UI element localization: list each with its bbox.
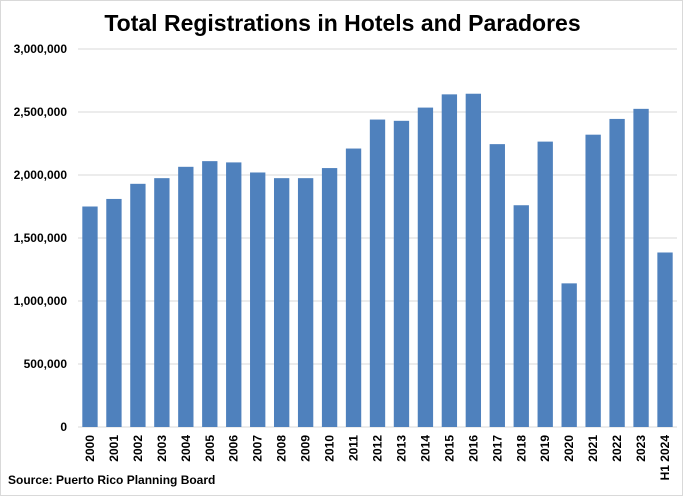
bar [513,205,529,427]
bar [106,198,122,427]
x-tick-label: 2003 [155,435,169,462]
x-tick-label: 2004 [179,435,193,462]
bar [633,108,649,427]
bar [561,283,577,427]
y-tick-label: 2,000,000 [14,168,68,182]
x-tick-label: 2021 [586,435,600,462]
bar [441,94,458,428]
x-tick-label: 2010 [323,435,337,462]
x-tick-label: 2018 [514,435,528,462]
x-tick-label: 2002 [131,435,145,462]
bar [273,178,290,427]
bar [345,148,362,428]
bar [393,120,410,427]
y-tick-label: 500,000 [24,357,68,371]
bar [585,134,601,427]
y-tick-label: 2,500,000 [14,105,68,119]
x-tick-label: 2014 [418,435,432,462]
x-tick-label: 2000 [83,435,97,462]
y-tick-label: 0 [60,420,67,434]
bar [417,107,434,427]
bar [537,141,553,428]
bar [465,93,482,427]
x-tick-label: 2016 [466,435,480,462]
bar [369,119,386,427]
x-tick-label: 2007 [251,435,265,462]
bar [250,172,266,427]
x-tick-label: 2009 [299,435,313,462]
x-tick-label: 2022 [610,435,624,462]
x-tick-label: 2005 [203,435,217,462]
bar [297,178,314,427]
x-tick-label: 2020 [562,435,576,462]
x-tick-label: 2023 [634,435,648,462]
source-note: Source: Puerto Rico Planning Board [8,473,216,487]
y-tick-label: 1,000,000 [14,294,68,308]
x-tick-label: 2012 [371,435,385,462]
x-tick-label: 2001 [107,435,121,462]
bar [202,161,218,427]
bar [82,206,98,427]
bar [657,252,673,427]
bar [609,118,625,428]
x-tick-label: H1 2024 [658,435,672,481]
y-tick-label: 3,000,000 [14,42,68,56]
x-tick-label: 2013 [394,435,408,462]
bar [154,178,170,427]
x-tick-label: 2019 [538,435,552,462]
x-tick-label: 2017 [490,435,504,462]
bar [489,144,505,427]
x-tick-label: 2006 [227,435,241,462]
bar [130,183,146,427]
x-tick-label: 2008 [275,435,289,462]
bar [321,168,338,427]
bar [178,166,194,427]
bar [226,162,242,427]
chart-title: Total Registrations in Hotels and Parado… [104,10,581,36]
x-tick-label: 2015 [442,435,456,462]
y-tick-label: 1,500,000 [14,231,68,245]
x-tick-label: 2011 [347,435,361,461]
